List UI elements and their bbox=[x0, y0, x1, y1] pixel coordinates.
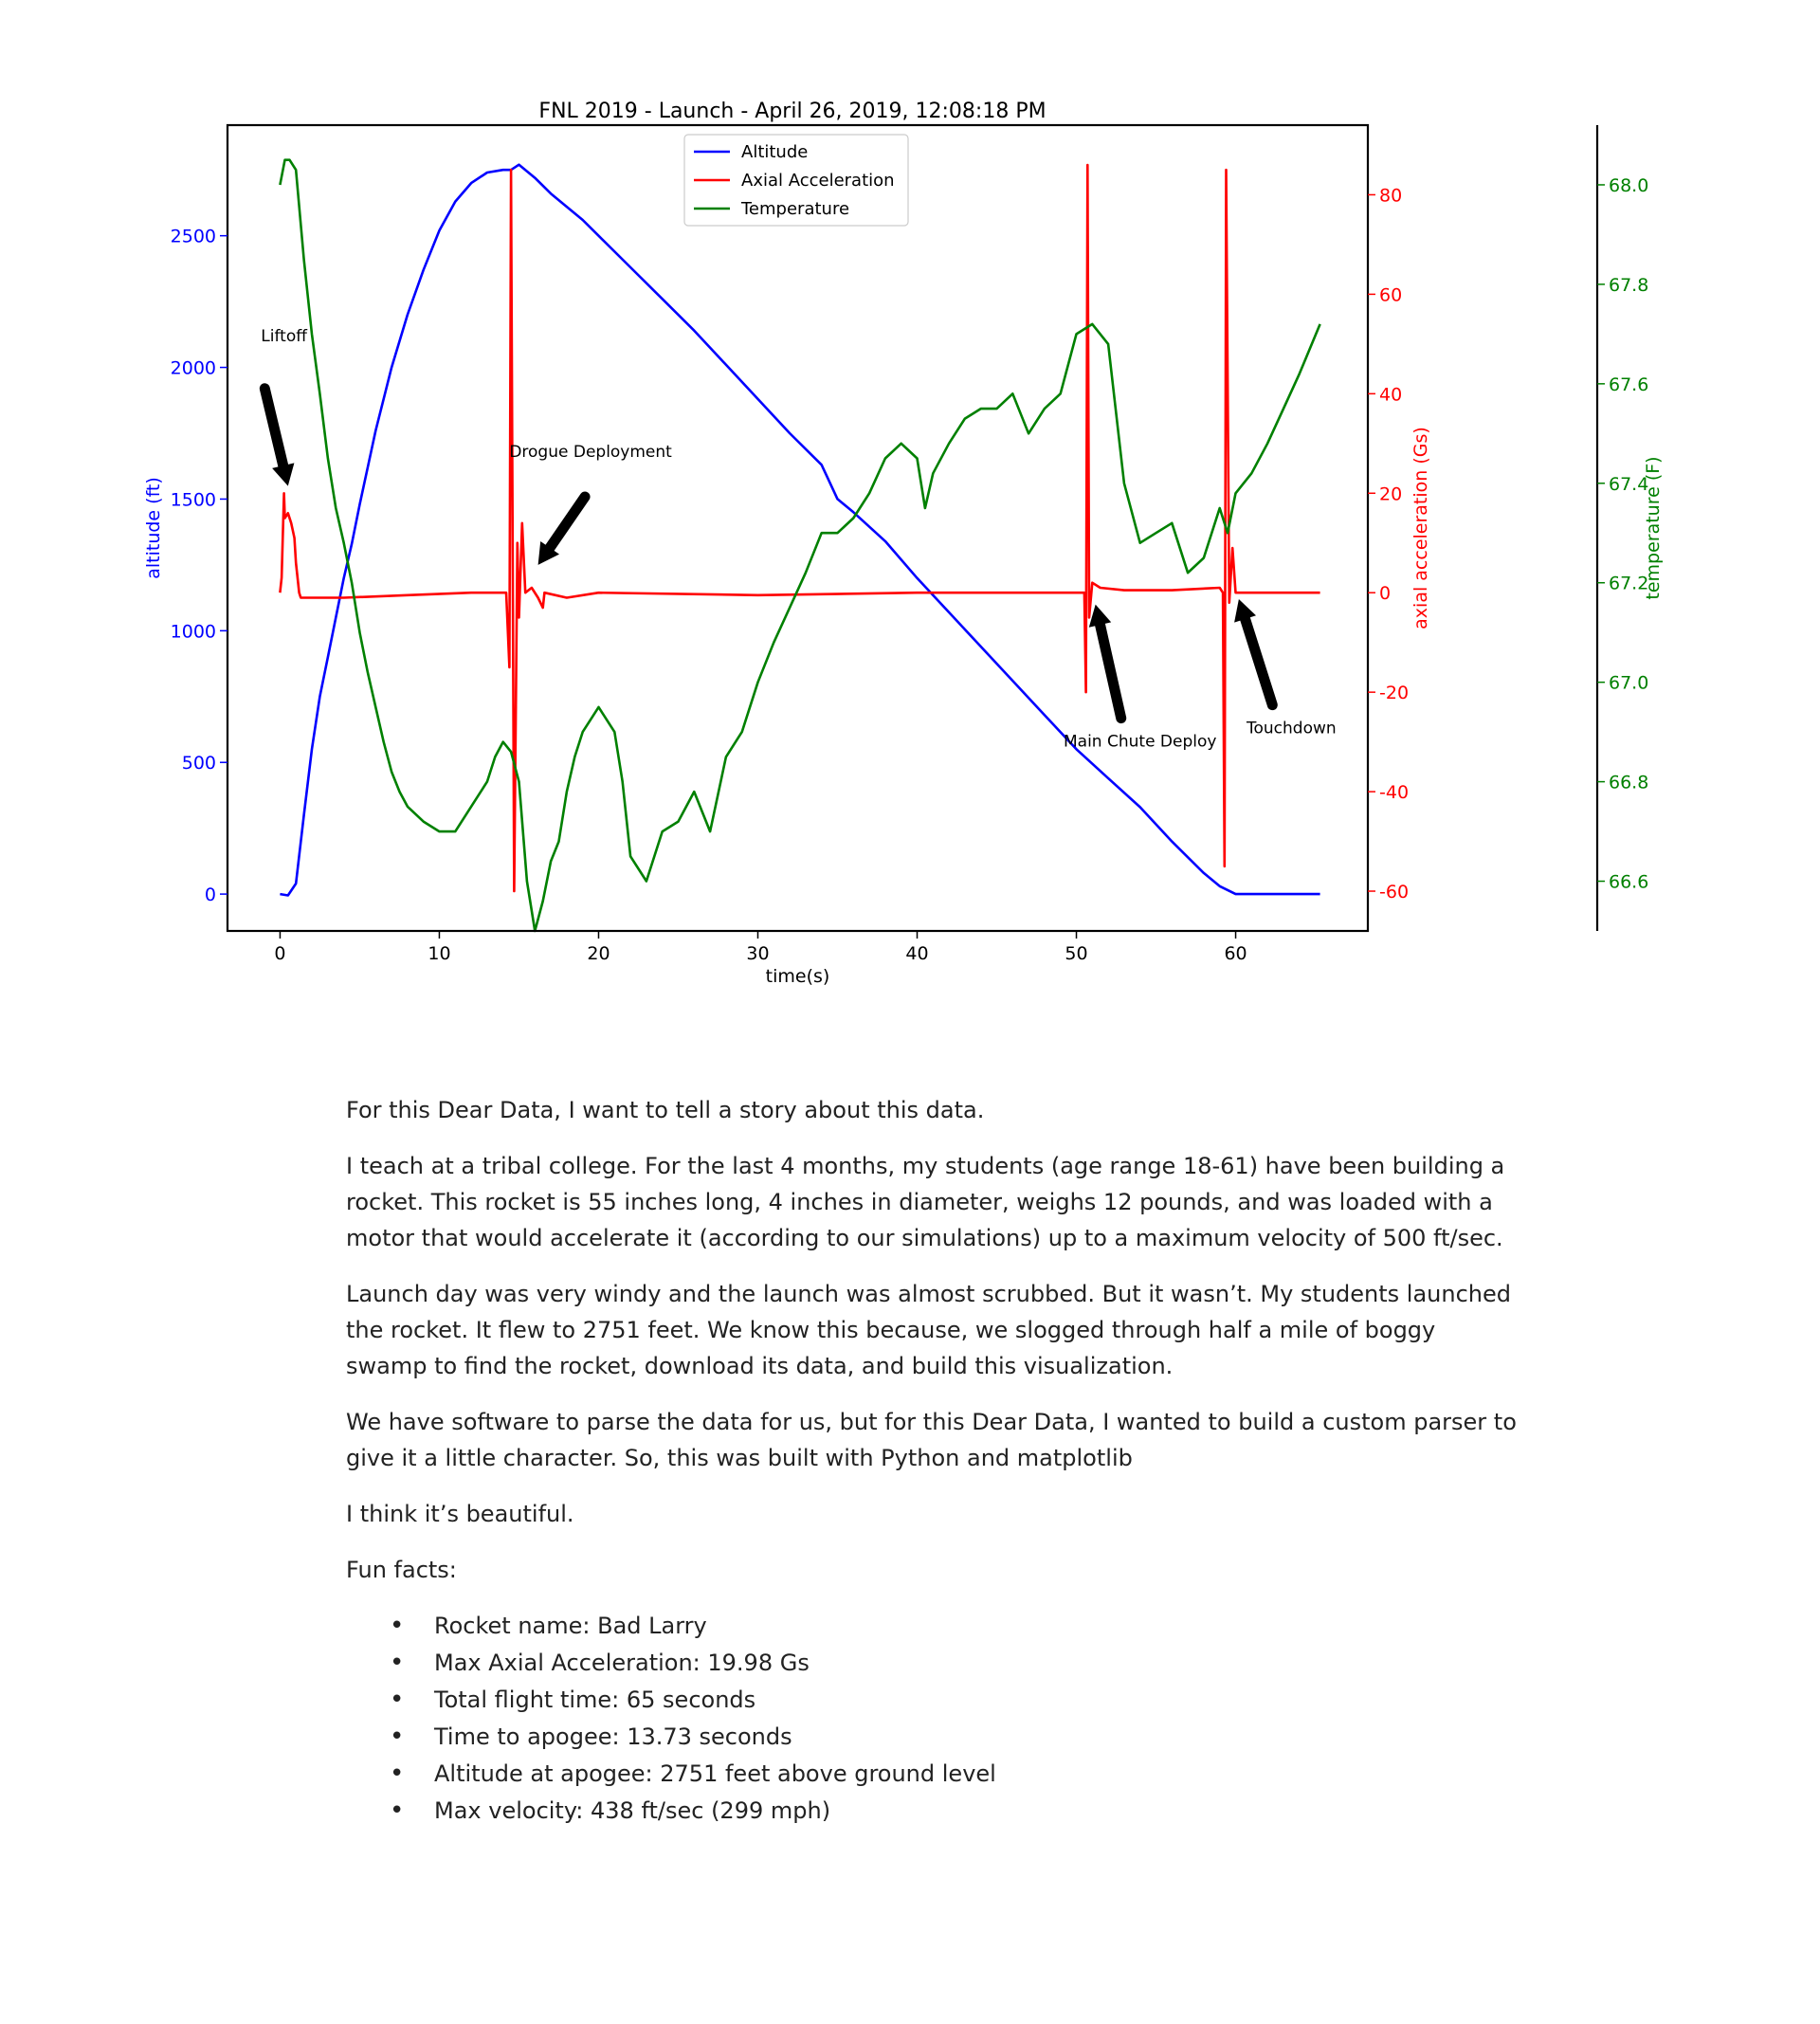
legend-label: Altitude bbox=[741, 142, 808, 162]
x-tick-label: 50 bbox=[1065, 943, 1087, 964]
temp-tick-label: 67.0 bbox=[1609, 673, 1648, 694]
bullet-icon: • bbox=[390, 1760, 405, 1788]
paragraph-1: For this Dear Data, I want to tell a sto… bbox=[346, 1097, 985, 1123]
temp-tick-label: 67.4 bbox=[1609, 474, 1648, 495]
paragraph-2: I teach at a tribal college. For the las… bbox=[346, 1153, 1505, 1251]
temp-tick-label: 67.2 bbox=[1609, 574, 1648, 594]
alt-tick-label: 1500 bbox=[171, 489, 216, 510]
fun-fact-text: Altitude at apogee: 2751 feet above grou… bbox=[434, 1760, 996, 1787]
annotation-arrow-head bbox=[272, 463, 295, 486]
plot-frame bbox=[226, 123, 1370, 933]
acc-tick-label: -40 bbox=[1379, 782, 1409, 803]
temp-tick-label: 67.6 bbox=[1609, 374, 1648, 395]
legend-label: Temperature bbox=[740, 199, 849, 219]
legend-label: Axial Acceleration bbox=[741, 171, 895, 191]
bullet-icon: • bbox=[390, 1612, 405, 1640]
list-item: • Time to apogee: 13.73 seconds bbox=[346, 1719, 1521, 1756]
alt-tick-label: 1000 bbox=[171, 621, 216, 642]
annotation-label: Drogue Deployment bbox=[509, 443, 672, 462]
annotation-arrow-head bbox=[537, 541, 559, 565]
list-item: • Total flight time: 65 seconds bbox=[346, 1682, 1521, 1719]
annotation-arrow-head bbox=[1234, 599, 1256, 623]
axes-layer: 0 10 20 30 40 50 60 time(s) 0 500 1000 1500 2000 2500… bbox=[143, 123, 1664, 987]
fun-fact-text: Time to apogee: 13.73 seconds bbox=[434, 1723, 792, 1750]
acc-tick-label: 40 bbox=[1379, 384, 1402, 405]
list-item: • Max Axial Acceleration: 19.98 Gs bbox=[346, 1645, 1521, 1682]
alt-tick-label: 500 bbox=[182, 753, 216, 774]
annotations-layer: Liftoff Drogue Deployment Main Chute Deplo… bbox=[259, 327, 1337, 752]
series-line-1 bbox=[279, 163, 1320, 893]
list-item: • Rocket name: Bad Larry bbox=[346, 1608, 1521, 1645]
acc-tick-label: 80 bbox=[1379, 185, 1402, 206]
x-tick-label: 0 bbox=[274, 943, 285, 964]
temp-axis-label: temperature (F) bbox=[1643, 456, 1664, 599]
annotation-label: Liftoff bbox=[261, 327, 308, 346]
temp-tick-label: 68.0 bbox=[1609, 175, 1648, 196]
x-axis-label: time(s) bbox=[766, 966, 830, 987]
alt-tick-label: 2000 bbox=[171, 358, 216, 379]
paragraph-3: Launch day was very windy and the launch… bbox=[346, 1281, 1511, 1379]
alt-tick-label: 2500 bbox=[171, 227, 216, 247]
rocket-flight-chart: FNL 2019 - Launch - April 26, 2019, 12:0… bbox=[0, 0, 1820, 1005]
alt-axis-label: altitude (ft) bbox=[143, 477, 164, 579]
series-layer bbox=[279, 158, 1321, 933]
fun-fact-text: Max Axial Acceleration: 19.98 Gs bbox=[434, 1650, 810, 1676]
series-line-0 bbox=[280, 163, 1320, 897]
acc-tick-label: 20 bbox=[1379, 483, 1402, 504]
list-item: • Max velocity: 438 ft/sec (299 mph) bbox=[346, 1793, 1521, 1830]
acc-axis-label: axial acceleration (Gs) bbox=[1410, 427, 1431, 629]
series-line-2 bbox=[279, 158, 1321, 933]
annotation-arrow-head bbox=[1088, 604, 1112, 628]
temp-tick-label: 67.8 bbox=[1609, 275, 1648, 296]
x-tick-label: 20 bbox=[587, 943, 610, 964]
bullet-icon: • bbox=[390, 1723, 405, 1751]
list-item: • Altitude at apogee: 2751 feet above gro… bbox=[346, 1756, 1521, 1793]
fun-facts-list: • Rocket name: Bad Larry • Max Axial Accel… bbox=[346, 1608, 1521, 1830]
x-tick-label: 60 bbox=[1224, 943, 1247, 964]
x-tick-label: 30 bbox=[746, 943, 769, 964]
chart-canvas: FNL 2019 - Launch - April 26, 2019, 12:0… bbox=[143, 100, 1664, 987]
x-tick-label: 10 bbox=[428, 943, 450, 964]
document-body: For this Dear Data, I want to tell a sto… bbox=[346, 1092, 1521, 1830]
chart-title: FNL 2019 - Launch - April 26, 2019, 12:0… bbox=[538, 100, 1046, 123]
annotation-arrow-shaft bbox=[1095, 619, 1127, 724]
fun-fact-text: Rocket name: Bad Larry bbox=[434, 1613, 707, 1639]
paragraph-5: I think it’s beautiful. bbox=[346, 1501, 574, 1527]
bullet-icon: • bbox=[390, 1796, 405, 1825]
bullet-icon: • bbox=[390, 1649, 405, 1677]
legend: Altitude Axial Acceleration Temperature bbox=[683, 134, 909, 227]
annotation-label: Touchdown bbox=[1246, 720, 1337, 738]
annotation-arrow-shaft bbox=[544, 491, 591, 554]
acc-tick-label: -60 bbox=[1379, 882, 1409, 903]
paragraph-fun-facts: Fun facts: bbox=[346, 1557, 457, 1583]
legend-box bbox=[683, 134, 909, 227]
fun-fact-text: Total flight time: 65 seconds bbox=[434, 1687, 756, 1713]
acc-tick-label: 0 bbox=[1379, 583, 1391, 604]
bullet-icon: • bbox=[390, 1686, 405, 1714]
acc-tick-label: 60 bbox=[1379, 284, 1402, 305]
temp-tick-label: 66.6 bbox=[1609, 872, 1648, 893]
acc-tick-label: -20 bbox=[1379, 683, 1409, 703]
x-tick-label: 40 bbox=[905, 943, 928, 964]
alt-tick-label: 0 bbox=[205, 884, 216, 905]
annotation-arrow-shaft bbox=[259, 383, 289, 471]
temp-tick-label: 66.8 bbox=[1609, 773, 1648, 793]
paragraph-4: We have software to parse the data for u… bbox=[346, 1409, 1517, 1471]
annotation-label: Main Chute Deploy bbox=[1064, 733, 1216, 752]
fun-fact-text: Max velocity: 438 ft/sec (299 mph) bbox=[434, 1797, 831, 1824]
annotation-arrow-shaft bbox=[1240, 613, 1278, 711]
